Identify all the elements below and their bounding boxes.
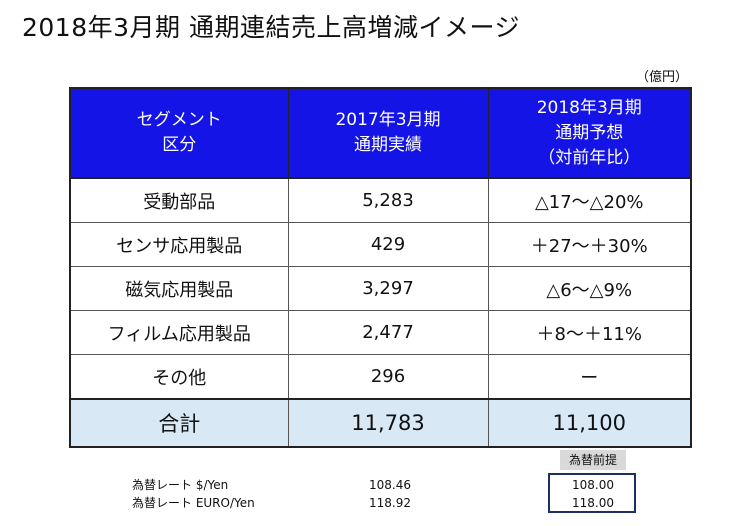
sales-table: セグメント 区分 2017年3月期 通期実績 2018年3月期 通期予想 （対前…: [69, 87, 692, 448]
page-title: 2018年3月期 通期連結売上高増減イメージ: [22, 13, 520, 42]
segment-cell: その他: [69, 354, 289, 400]
fx-forecast-box: [548, 473, 636, 513]
segment-cell: センサ応用製品: [69, 222, 289, 267]
table-row: フィルム応用製品 2,477 ＋8～＋11%: [69, 310, 692, 355]
table-row: その他 296 ー: [69, 354, 692, 400]
segment-cell: 受動部品: [69, 177, 289, 223]
fx-label-usd: 為替レート $/Yen: [132, 478, 229, 492]
header-fy2017-actual: 2017年3月期 通期実績: [287, 87, 489, 179]
actual-2017-cell: 3,297: [287, 266, 489, 311]
total-actual-2017-cell: 11,783: [287, 398, 489, 448]
unit-label: （億円）: [635, 70, 688, 85]
table-row: 磁気応用製品 3,297 △6～△9%: [69, 266, 692, 311]
forecast-2018-cell: △6～△9%: [487, 266, 692, 311]
actual-2017-cell: 296: [287, 354, 489, 400]
fx-actual-eur: 118.92: [369, 496, 411, 510]
fx-row-eur: 為替レート EURO/Yen 118.92 118.00: [0, 494, 750, 512]
fx-label-eur: 為替レート EURO/Yen: [132, 496, 255, 510]
actual-2017-cell: 2,477: [287, 310, 489, 355]
total-forecast-2018-cell: 11,100: [487, 398, 692, 448]
table-header-row: セグメント 区分 2017年3月期 通期実績 2018年3月期 通期予想 （対前…: [69, 87, 692, 179]
header-fy2018-forecast: 2018年3月期 通期予想 （対前年比）: [487, 87, 692, 179]
table-row: センサ応用製品 429 ＋27～＋30%: [69, 222, 692, 267]
segment-cell: 磁気応用製品: [69, 266, 289, 311]
forecast-2018-cell: △17～△20%: [487, 177, 692, 223]
header-fy2017-line1: 2017年3月期: [335, 110, 441, 130]
fx-forecast-eur: 118.00: [572, 496, 614, 510]
header-fy2018-line3: （対前年比）: [538, 147, 641, 168]
forecast-2018-cell: ＋8～＋11%: [487, 310, 692, 355]
forecast-2018-cell: ー: [487, 354, 692, 400]
total-label-cell: 合計: [69, 398, 289, 448]
actual-2017-cell: 5,283: [287, 177, 489, 223]
fx-assumption-badge: 為替前提: [560, 450, 626, 470]
segment-cell: フィルム応用製品: [69, 310, 289, 355]
actual-2017-cell: 429: [287, 222, 489, 267]
header-fy2018-line2: 通期予想: [555, 122, 624, 143]
total-row: 合計 11,783 11,100: [69, 398, 692, 448]
header-fy2018-line1: 2018年3月期: [536, 97, 642, 118]
header-segment-line2: 区分: [162, 135, 197, 155]
header-segment-line1: セグメント: [136, 110, 222, 130]
fx-row-usd: 為替レート $/Yen 108.46 108.00: [0, 476, 750, 494]
header-segment: セグメント 区分: [69, 87, 289, 179]
fx-forecast-usd: 108.00: [572, 478, 614, 492]
table-row: 受動部品 5,283 △17～△20%: [69, 177, 692, 223]
fx-actual-usd: 108.46: [369, 478, 411, 492]
header-fy2017-line2: 通期実績: [354, 135, 422, 155]
forecast-2018-cell: ＋27～＋30%: [487, 222, 692, 267]
